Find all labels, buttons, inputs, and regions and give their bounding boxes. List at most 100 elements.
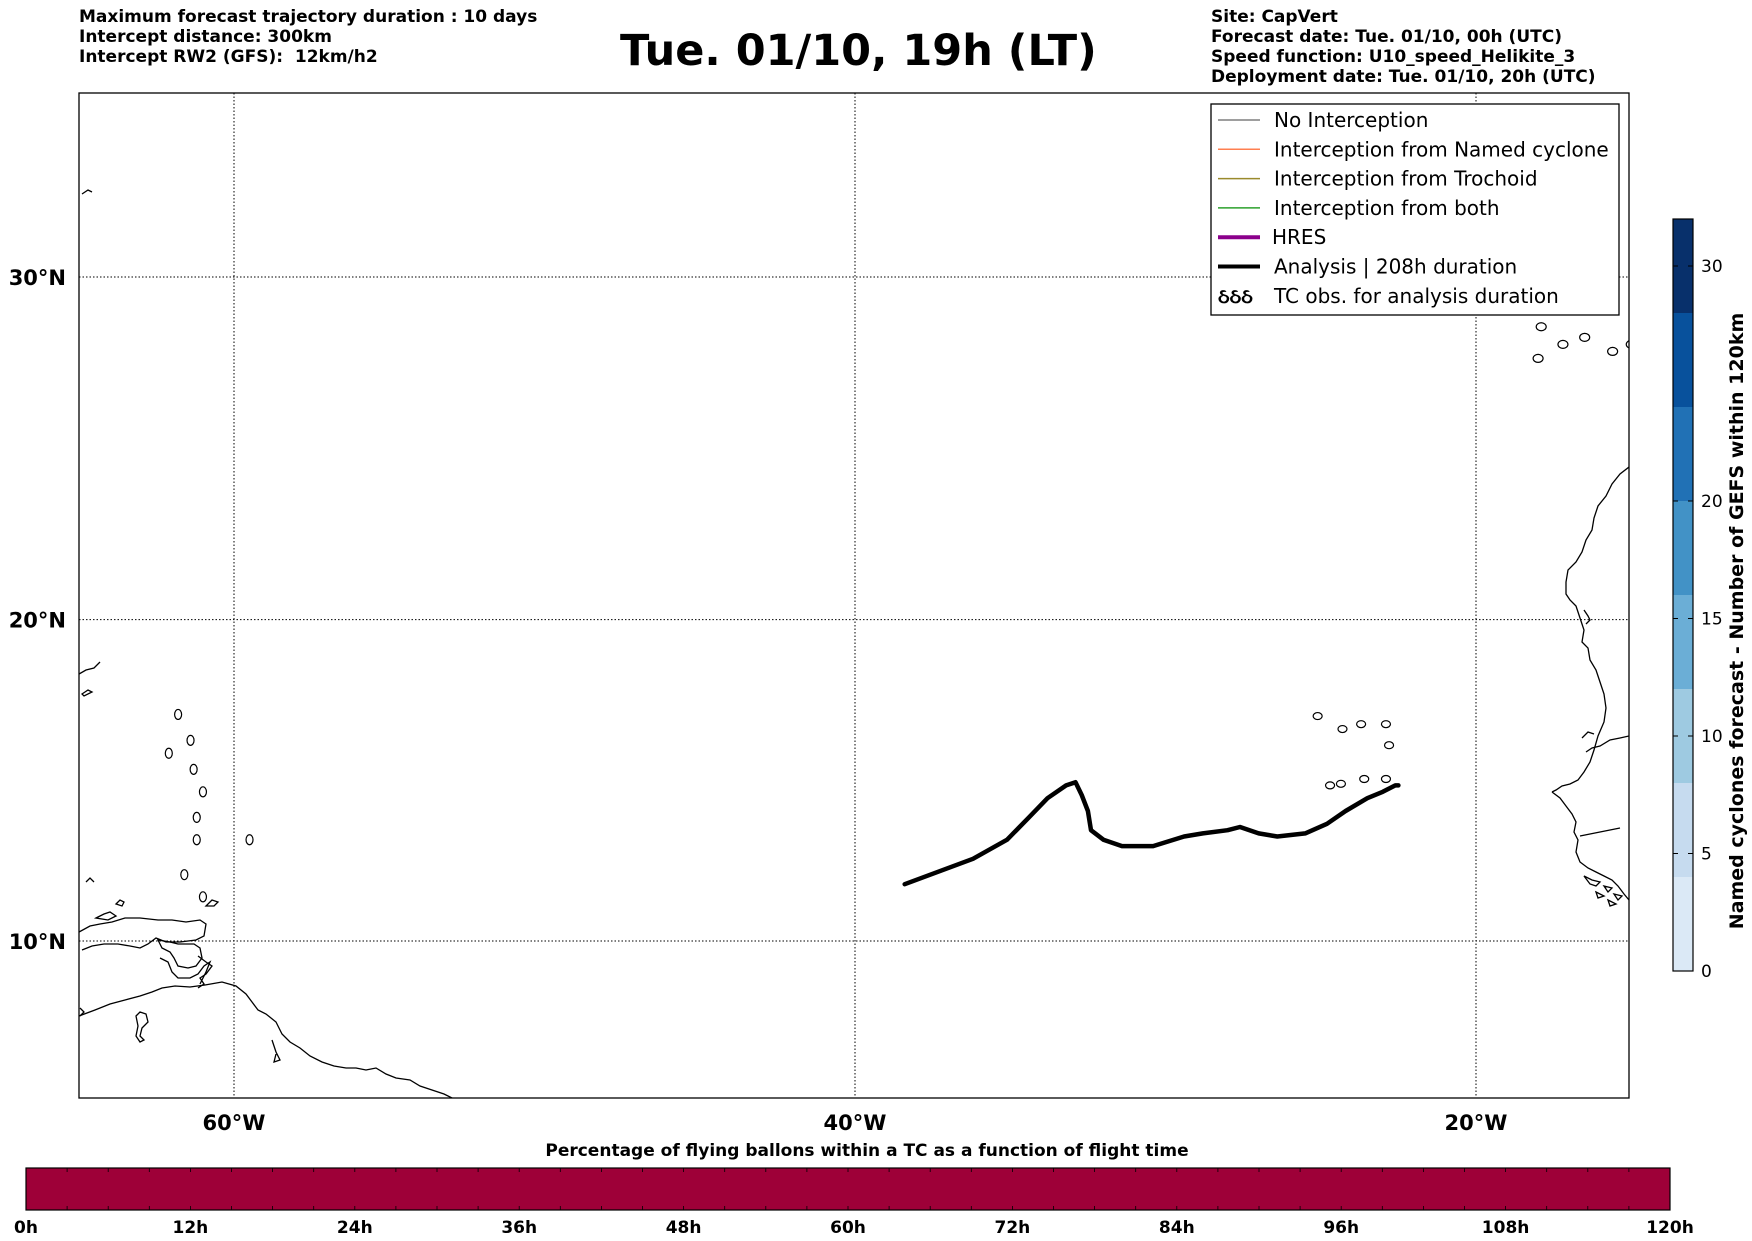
legend-label: HRES <box>1272 225 1326 249</box>
colorbar-cyclones: 0 5 10 15 20 30 <box>1672 218 1723 982</box>
legend-frame <box>1210 103 1620 316</box>
west-africa-coast <box>1551 466 1629 793</box>
venezuela-coast-detail <box>159 957 212 985</box>
puerto-rico-edge <box>79 661 101 675</box>
colorbar-percentage-tick-label: 120h <box>1646 1218 1694 1238</box>
island-markers <box>164 322 1664 903</box>
paria-peninsula <box>79 1007 85 1017</box>
islands-lesser-1 <box>93 911 118 921</box>
header-right-info: Site: CapVert Forecast date: Tue. 01/10,… <box>1211 7 1596 87</box>
canary-island <box>1557 339 1569 349</box>
colorbar-cyclones-segment <box>1673 689 1693 783</box>
margarita-island <box>114 899 125 907</box>
lesser-antilles-island <box>164 747 173 759</box>
colorbar-cyclones-tick-label: 20 <box>1701 492 1723 512</box>
south-america-coastline <box>79 981 453 1098</box>
western-edge-islands <box>81 189 93 195</box>
cape-verde-island <box>1356 720 1367 729</box>
colorbar-percentage-tick-label: 108h <box>1482 1218 1530 1238</box>
lesser-antilles-island <box>192 811 201 824</box>
longitude-tick-label: 20°W <box>1445 1111 1508 1135</box>
cape-verde-island <box>1380 774 1392 784</box>
colorbar-percentage-tick-label: 60h <box>830 1218 866 1238</box>
lesser-antilles-island <box>192 834 201 846</box>
colorbar-cyclones-tick-label: 0 <box>1701 962 1712 982</box>
legend-label: Interception from Trochoid <box>1274 167 1538 191</box>
colorbar-percentage-tick-label: 96h <box>1323 1218 1359 1238</box>
colorbar-cyclones-frame <box>1672 218 1694 972</box>
legend: No Interception Interception from Named c… <box>1210 103 1620 316</box>
latitude-tick-label: 10°N <box>9 930 66 954</box>
lesser-antilles-island <box>198 891 208 903</box>
guyana-detail <box>271 1039 281 1063</box>
colorbar-cyclones-segment <box>1673 313 1693 407</box>
lesser-antilles-island <box>245 834 254 846</box>
cap-vert-mainland-detail <box>1585 735 1629 753</box>
colorbar-cyclones-segment <box>1673 501 1693 595</box>
colorbar-percentage-bar <box>25 1167 1671 1211</box>
cape-verde-island <box>1359 774 1370 784</box>
header-left-line-rw2: Intercept RW2 (GFS): 12km/h2 <box>79 47 378 67</box>
latitude-tick-label: 30°N <box>9 266 66 290</box>
header-left-info: Maximum forecast trajectory duration : 1… <box>79 7 537 67</box>
header-right-line-deployment: Deployment date: Tue. 01/10, 20h (UTC) <box>1211 67 1596 87</box>
page-title: Tue. 01/10, 19h (LT) <box>620 26 1097 76</box>
lesser-antilles-island <box>180 869 189 881</box>
canary-island <box>1625 340 1629 349</box>
colorbar-cyclones-segment <box>1673 877 1693 971</box>
dakar-detail <box>1581 731 1595 739</box>
colorbar-cyclones-tick-label: 30 <box>1701 257 1723 277</box>
islands-lesser-2 <box>85 877 95 883</box>
header-right-line-speed: Speed function: U10_speed_Helikite_3 <box>1211 47 1576 67</box>
colorbar-percentage-tick-label: 48h <box>666 1218 702 1238</box>
lesser-antilles-island <box>186 734 195 746</box>
africa-coastline <box>1551 466 1629 907</box>
orinoco-delta <box>197 955 213 989</box>
canary-island <box>1654 330 1664 338</box>
map-frame <box>78 92 1630 1099</box>
legend-label: Analysis | 208h duration <box>1274 255 1517 279</box>
caribbean-coastline <box>79 917 207 951</box>
canary-island <box>1607 346 1619 356</box>
cape-verde-island <box>1324 781 1336 790</box>
header-right-line-site: Site: CapVert <box>1211 7 1338 27</box>
trinidad <box>156 939 203 969</box>
latitude-labels: 30°N 20°N 10°N <box>9 266 66 954</box>
header-left-line-distance: Intercept distance: 300km <box>79 27 332 47</box>
legend-label: Interception from both <box>1274 196 1500 220</box>
colorbar-cyclones-segment <box>1673 783 1693 877</box>
canary-island <box>1579 332 1591 342</box>
colorbar-percentage-tick-label: 24h <box>337 1218 373 1238</box>
colorbar-percentage-tick-label: 84h <box>1159 1218 1195 1238</box>
legend-label: Interception from Named cyclone <box>1274 137 1609 161</box>
colorbar-percentage-title: Percentage of flying ballons within a TC… <box>545 1141 1188 1161</box>
guinea-bissau-islands <box>1583 875 1624 907</box>
cape-verde-island <box>1312 711 1323 721</box>
colorbar-cyclones-segment <box>1673 407 1693 501</box>
colorbar-percentage-tick-label: 72h <box>995 1218 1031 1238</box>
longitude-tick-label: 40°W <box>824 1111 887 1135</box>
header-left-line-duration: Maximum forecast trajectory duration : 1… <box>79 7 538 27</box>
colorbar-percentage: 0h 12h 24h 36h 48h 60h 72h 84h 96h 108h 120h <box>14 1167 1694 1238</box>
lesser-antilles-island <box>198 786 208 798</box>
canary-island <box>1535 322 1547 332</box>
coastlines <box>79 189 453 1098</box>
latitude-tick-label: 20°N <box>9 609 66 633</box>
cape-verde-island <box>1380 720 1392 729</box>
analysis-track-line <box>902 779 1401 887</box>
lesser-antilles-island <box>174 708 183 721</box>
colorbar-cyclones-segment <box>1673 219 1693 313</box>
senegal-coast <box>1551 791 1629 901</box>
virgin-islands <box>80 689 94 697</box>
lesser-antilles-island <box>189 763 198 775</box>
colorbar-cyclones-segment <box>1673 595 1693 689</box>
gambia-detail <box>1579 827 1621 837</box>
header-right-line-forecast: Forecast date: Tue. 01/10, 00h (UTC) <box>1211 27 1562 47</box>
analysis-track <box>902 779 1401 887</box>
tobago <box>204 899 220 907</box>
islands-lesser-3 <box>135 1011 149 1043</box>
colorbar-percentage-tick-label: 0h <box>14 1218 38 1238</box>
colorbar-cyclones-tick-label: 15 <box>1701 610 1723 630</box>
canary-island <box>1532 353 1544 364</box>
legend-label: No Interception <box>1274 108 1428 132</box>
